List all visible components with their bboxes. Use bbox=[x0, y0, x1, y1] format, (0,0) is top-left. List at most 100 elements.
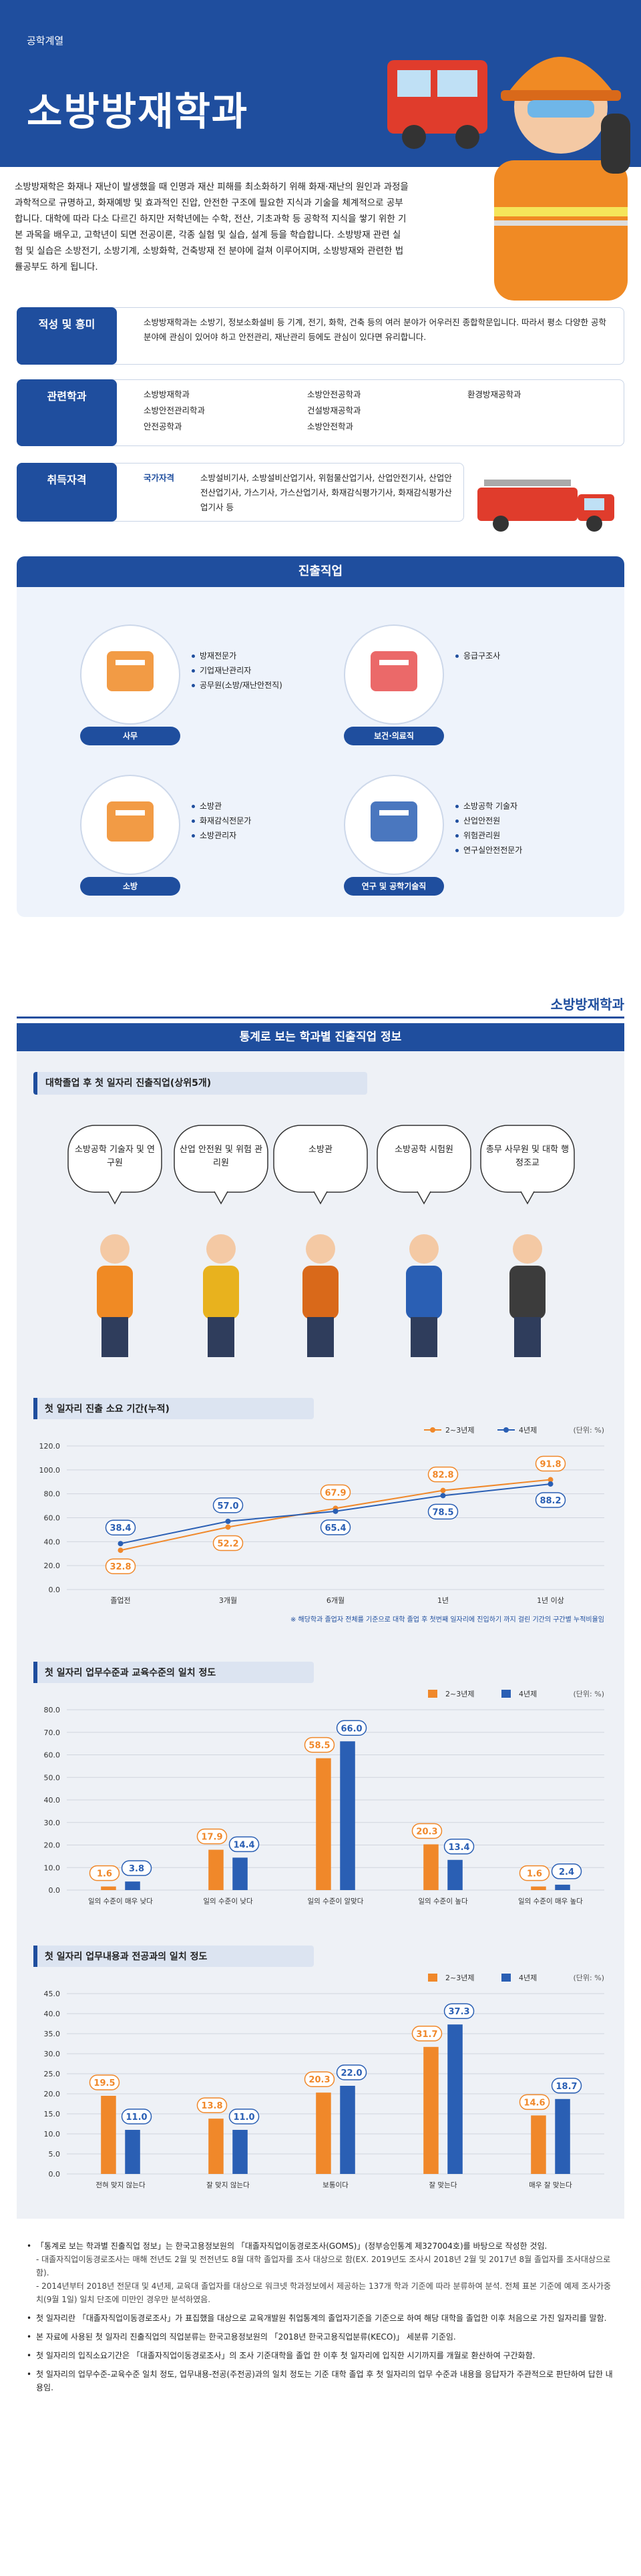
value-label-box bbox=[212, 1497, 244, 1513]
related-major: 환경방재공학과 bbox=[467, 389, 521, 399]
note: • 본 자료에 사용된 첫 일자리 진출직업의 직업분류는 한국고용정보원의 「2… bbox=[27, 2330, 614, 2344]
bar bbox=[555, 2098, 570, 2174]
career-group-label: 사무 bbox=[80, 727, 180, 745]
value-label: 52.2 bbox=[217, 1539, 238, 1549]
top-job-art bbox=[480, 1125, 575, 1357]
value-label: 13.8 bbox=[201, 2101, 222, 2111]
related-major: 건설방재공학과 bbox=[307, 405, 361, 415]
value-label: 11.0 bbox=[233, 2112, 254, 2123]
stats-panel bbox=[17, 1023, 624, 2219]
point bbox=[333, 1508, 339, 1514]
x-tick-label: 전혀 맞지 않는다 bbox=[95, 2181, 146, 2189]
y-tick-label: 35.0 bbox=[44, 2030, 61, 2038]
bar bbox=[447, 1859, 463, 1890]
bubble-tail bbox=[108, 1191, 122, 1205]
y-tick-label: 10.0 bbox=[44, 2130, 61, 2139]
person-body bbox=[509, 1266, 546, 1319]
bubble-tail bbox=[313, 1191, 328, 1205]
value-label: 2.4 bbox=[559, 1867, 574, 1877]
value-label-box bbox=[411, 2026, 443, 2042]
legend-label: 2~3년제 bbox=[445, 1974, 474, 1982]
value-label-box bbox=[320, 1484, 351, 1501]
career-icon bbox=[344, 624, 444, 725]
top-job-art bbox=[67, 1125, 162, 1357]
value-label-box bbox=[519, 2094, 550, 2110]
chart-title-marker bbox=[33, 1398, 37, 1419]
legend-label: 4년제 bbox=[519, 1426, 537, 1435]
top-job-art bbox=[273, 1125, 368, 1357]
career-bullet bbox=[455, 819, 459, 823]
legend-label: 4년제 bbox=[519, 1690, 537, 1698]
license-label: 취득자격 bbox=[17, 463, 117, 522]
value-label-box bbox=[121, 2108, 152, 2125]
value-label-box bbox=[304, 2071, 335, 2087]
value-label-box bbox=[196, 1828, 228, 1845]
career-job: 산업안전원 bbox=[463, 816, 501, 825]
value-label-box bbox=[336, 2064, 367, 2080]
value-label-box bbox=[427, 1466, 459, 1483]
value-label: 20.3 bbox=[308, 2075, 330, 2085]
x-tick-label: 일의 수준이 매우 낮다 bbox=[88, 1897, 153, 1905]
career-job: 위험관리원 bbox=[463, 831, 501, 840]
related-label: 관련학과 bbox=[17, 379, 117, 446]
unit: (단위: %) bbox=[574, 1690, 604, 1698]
top-job: 소방관 bbox=[308, 1145, 333, 1155]
value-label: 67.9 bbox=[325, 1488, 346, 1498]
y-tick-label: 80.0 bbox=[44, 1706, 61, 1714]
brand: 소방방재학과 bbox=[550, 996, 624, 1013]
y-tick-label: 0.0 bbox=[49, 2170, 61, 2179]
x-tick-label: 잘 맞는다 bbox=[429, 2181, 457, 2189]
career-bullet bbox=[192, 834, 195, 838]
person-head bbox=[409, 1234, 439, 1264]
career-job: 화재감식전문가 bbox=[200, 816, 252, 825]
x-tick-label: 일의 수준이 알맞다 bbox=[308, 1897, 364, 1905]
note-bullet: • bbox=[27, 2241, 32, 2251]
page-title: 소방방재학과 bbox=[27, 89, 249, 134]
career-job: 소방공학 기술자 bbox=[463, 801, 518, 811]
value-label-box bbox=[519, 1865, 550, 1881]
value-label-box bbox=[551, 2078, 582, 2094]
y-tick-label: 60.0 bbox=[44, 1514, 61, 1523]
x-tick-label: 1년 이상 bbox=[537, 1596, 564, 1605]
category: 공학계열 bbox=[27, 35, 64, 47]
bar bbox=[125, 1881, 140, 1890]
top-job: 소방공학 시험원 bbox=[395, 1145, 453, 1155]
legend-label: 2~3년제 bbox=[445, 1426, 474, 1435]
bar bbox=[531, 1886, 546, 1890]
top-job-art bbox=[174, 1125, 268, 1357]
related-major: 소방방재학과 bbox=[144, 389, 190, 399]
career-group-label: 보건·의료직 bbox=[344, 727, 444, 745]
bubble-tail bbox=[520, 1191, 535, 1205]
value-label-box bbox=[551, 1863, 582, 1879]
person-legs bbox=[514, 1317, 541, 1357]
note-detail: - 대졸자직업이동경로조사는 매해 전년도 2월 및 전전년도 8월 대학 졸업… bbox=[36, 2255, 611, 2277]
person-body bbox=[302, 1266, 339, 1319]
career-bullet bbox=[192, 684, 195, 687]
career-icon bbox=[344, 775, 444, 875]
career-icon-shape bbox=[379, 810, 409, 815]
value-label: 20.3 bbox=[416, 1827, 437, 1837]
y-tick-label: 25.0 bbox=[44, 2070, 61, 2078]
x-tick-label: 일의 수준이 낮다 bbox=[203, 1897, 253, 1905]
aptitude-row bbox=[17, 307, 624, 365]
career-icon-shape bbox=[116, 810, 145, 815]
career-bullet bbox=[455, 655, 459, 658]
careers-title: 진출직업 bbox=[17, 556, 624, 587]
value-label: 11.0 bbox=[126, 2112, 147, 2123]
bar bbox=[208, 2119, 224, 2174]
person-legs bbox=[101, 1317, 128, 1357]
value-label: 65.4 bbox=[325, 1523, 346, 1533]
career-icon-shape bbox=[371, 651, 417, 691]
y-tick-label: 60.0 bbox=[44, 1751, 61, 1760]
career-icon-shape bbox=[107, 801, 154, 842]
y-tick-label: 20.0 bbox=[44, 1561, 61, 1570]
x-tick-label: 졸업전 bbox=[110, 1596, 130, 1605]
y-tick-label: 30.0 bbox=[44, 1819, 61, 1827]
legend-swatch bbox=[503, 1427, 509, 1433]
license-text: 소방설비기사, 소방설비산업기사, 위험물산업기사, 산업안전기사, 산업안전산… bbox=[200, 473, 452, 512]
career-icon-shape bbox=[107, 651, 154, 691]
value-label: 66.0 bbox=[341, 1724, 362, 1734]
value-label-box bbox=[105, 1558, 136, 1574]
point bbox=[225, 1524, 231, 1530]
x-tick-label: 일의 수준이 높다 bbox=[418, 1897, 468, 1905]
